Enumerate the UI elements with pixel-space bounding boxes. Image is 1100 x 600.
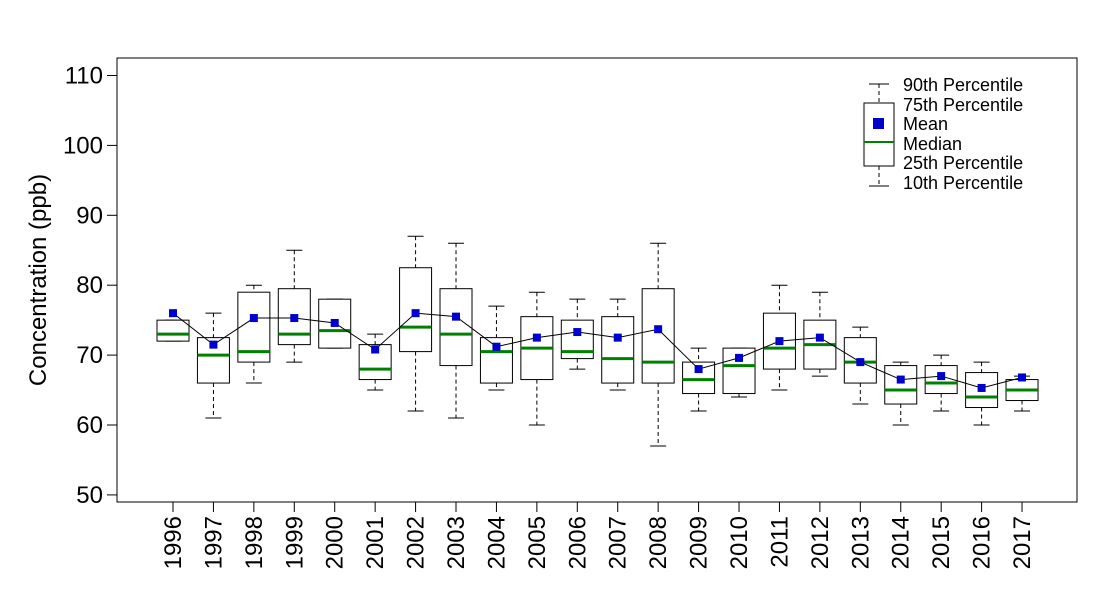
x-tick-label: 2010 bbox=[726, 516, 753, 569]
x-tick-label: 2003 bbox=[443, 516, 470, 569]
mean-marker-2003 bbox=[452, 312, 461, 321]
mean-marker-2006 bbox=[573, 328, 582, 337]
mean-marker-2000 bbox=[330, 318, 339, 327]
mean-marker-2014 bbox=[896, 375, 905, 384]
legend: 90th Percentile 75th Percentile Mean Med… bbox=[863, 75, 1023, 193]
mean-marker-2007 bbox=[613, 333, 622, 342]
mean-marker-2010 bbox=[735, 353, 744, 362]
box-2013 bbox=[843, 326, 877, 405]
x-tick-label: 2002 bbox=[403, 516, 430, 569]
box-1998 bbox=[237, 284, 271, 384]
x-tick-label: 2016 bbox=[969, 516, 996, 569]
iqr-box bbox=[156, 319, 190, 342]
x-tick-label: 1997 bbox=[200, 516, 227, 569]
y-tick-label: 50 bbox=[76, 482, 103, 509]
box-2008 bbox=[641, 242, 675, 447]
mean-marker-1999 bbox=[290, 314, 299, 323]
box-2003 bbox=[439, 242, 473, 419]
y-tick-label: 60 bbox=[76, 412, 103, 439]
box-1999 bbox=[277, 249, 311, 363]
iqr-box bbox=[601, 316, 635, 384]
x-tick-label: 2014 bbox=[888, 516, 915, 569]
mean-marker-2009 bbox=[694, 365, 703, 374]
box-2015 bbox=[924, 354, 958, 412]
mean-marker-2012 bbox=[815, 333, 824, 342]
x-tick-label: 2006 bbox=[564, 516, 591, 569]
iqr-box bbox=[439, 288, 473, 367]
x-tick-label: 2011 bbox=[766, 516, 793, 568]
legend-mean-marker bbox=[873, 118, 884, 129]
y-axis-label: Concentration (ppb) bbox=[25, 174, 52, 386]
x-tick-label: 2007 bbox=[605, 516, 632, 569]
legend-label-median: Median bbox=[903, 134, 962, 154]
box-1997 bbox=[196, 312, 230, 419]
mean-marker-2008 bbox=[654, 325, 663, 334]
x-tick-label: 1996 bbox=[160, 516, 187, 569]
mean-marker-2011 bbox=[775, 337, 784, 346]
mean-marker-2015 bbox=[937, 372, 946, 381]
x-tick-label: 1998 bbox=[241, 516, 268, 569]
mean-marker-2017 bbox=[1018, 373, 1027, 382]
y-tick-label: 70 bbox=[76, 342, 103, 369]
x-tick-label: 2013 bbox=[847, 516, 874, 569]
legend-label-p90: 90th Percentile bbox=[903, 75, 1023, 95]
box-2007 bbox=[601, 298, 635, 391]
mean-marker-2016 bbox=[977, 383, 986, 392]
x-axis: 1996 1997 1998 1999 2000 2001 2002 2003 2004 2005… bbox=[160, 501, 1036, 569]
box-2016 bbox=[965, 361, 999, 426]
legend-label-p25: 25th Percentile bbox=[903, 153, 1023, 173]
mean-marker-2013 bbox=[856, 358, 865, 367]
x-tick-label: 2005 bbox=[524, 516, 551, 569]
box-2006 bbox=[560, 298, 594, 370]
iqr-box bbox=[843, 337, 877, 384]
box-1996 bbox=[156, 319, 190, 342]
y-tick-label: 100 bbox=[63, 132, 103, 159]
mean-marker-1996 bbox=[169, 309, 177, 318]
mean-connector bbox=[172, 312, 1023, 389]
y-axis: 50 60 70 80 90 100 110 bbox=[63, 63, 118, 509]
mean-marker-2002 bbox=[411, 309, 420, 318]
mean-marker-2004 bbox=[492, 342, 501, 351]
x-tick-label: 1999 bbox=[281, 516, 308, 569]
mean-marker-2005 bbox=[532, 333, 541, 342]
mean-marker-2001 bbox=[371, 345, 380, 354]
box-2017 bbox=[1005, 375, 1039, 412]
box-2009 bbox=[682, 347, 716, 412]
x-tick-label: 2001 bbox=[362, 516, 389, 569]
legend-box bbox=[863, 102, 895, 167]
mean-marker-1997 bbox=[209, 340, 218, 349]
x-tick-label: 2017 bbox=[1009, 516, 1036, 569]
x-tick-label: 2008 bbox=[645, 516, 672, 569]
x-tick-label: 2015 bbox=[928, 516, 955, 569]
y-tick-label: 90 bbox=[76, 202, 103, 229]
box-2014 bbox=[884, 361, 918, 426]
legend-label-p75: 75th Percentile bbox=[903, 95, 1023, 115]
mean-line-group bbox=[169, 309, 1027, 392]
box-2005 bbox=[520, 291, 554, 426]
legend-label-mean: Mean bbox=[903, 114, 948, 134]
iqr-box bbox=[641, 288, 675, 384]
y-tick-label: 110 bbox=[65, 63, 103, 90]
x-tick-label: 2000 bbox=[322, 516, 349, 569]
y-tick-label: 80 bbox=[76, 272, 103, 299]
x-tick-label: 2004 bbox=[483, 516, 510, 569]
boxes bbox=[156, 235, 1039, 447]
legend-label-p10: 10th Percentile bbox=[903, 173, 1023, 193]
box-2012 bbox=[803, 291, 837, 377]
iqr-box bbox=[884, 365, 918, 405]
x-tick-label: 2012 bbox=[807, 516, 834, 569]
x-tick-label: 2009 bbox=[686, 516, 713, 569]
mean-marker-1998 bbox=[249, 314, 258, 323]
